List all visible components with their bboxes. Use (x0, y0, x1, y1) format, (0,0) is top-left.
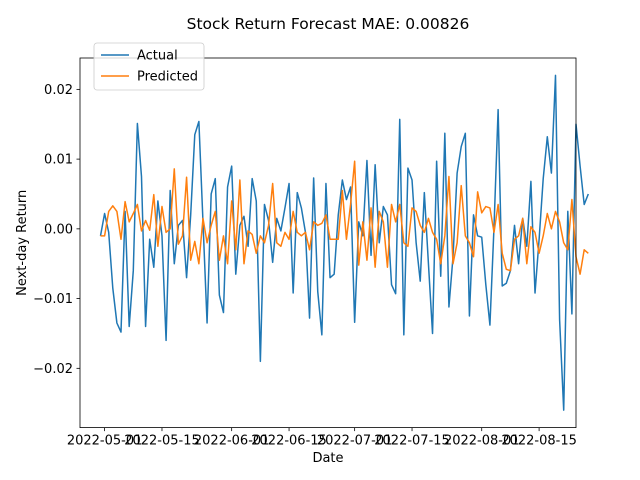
x-tick-label: 2022-08-15 (501, 434, 577, 449)
x-tick-label: 2022-08-01 (444, 434, 520, 449)
y-tick-label: 0.02 (44, 83, 73, 98)
y-axis-ticks: −0.02 −0.01 0.00 0.01 0.02 (33, 83, 80, 377)
x-axis-label: Date (312, 451, 343, 466)
x-tick-label: 2022-06-01 (194, 434, 270, 449)
y-tick-label: 0.00 (44, 222, 73, 237)
series-lines (99, 74, 589, 411)
x-tick-label: 2022-06-15 (251, 434, 327, 449)
x-tick-label: 2022-05-15 (124, 434, 200, 449)
plot-frame (79, 57, 577, 429)
chart-title: Stock Return Forecast MAE: 0.00826 (187, 15, 470, 33)
legend: Actual Predicted (93, 42, 205, 91)
x-axis-ticks: 2022-05-012022-05-152022-06-012022-06-15… (67, 427, 577, 449)
series-line-actual (99, 74, 589, 411)
legend-label-predicted: Predicted (137, 70, 198, 85)
y-axis-label: Next-day Return (15, 190, 30, 296)
y-tick-label: −0.01 (33, 292, 73, 307)
series-line-predicted (100, 160, 589, 275)
x-tick-label: 2022-07-15 (374, 434, 450, 449)
x-tick-label: 2022-05-01 (67, 434, 143, 449)
y-tick-label: −0.02 (33, 362, 73, 377)
x-tick-label: 2022-07-01 (317, 434, 393, 449)
y-tick-label: 0.01 (44, 153, 73, 168)
legend-label-actual: Actual (137, 49, 178, 64)
